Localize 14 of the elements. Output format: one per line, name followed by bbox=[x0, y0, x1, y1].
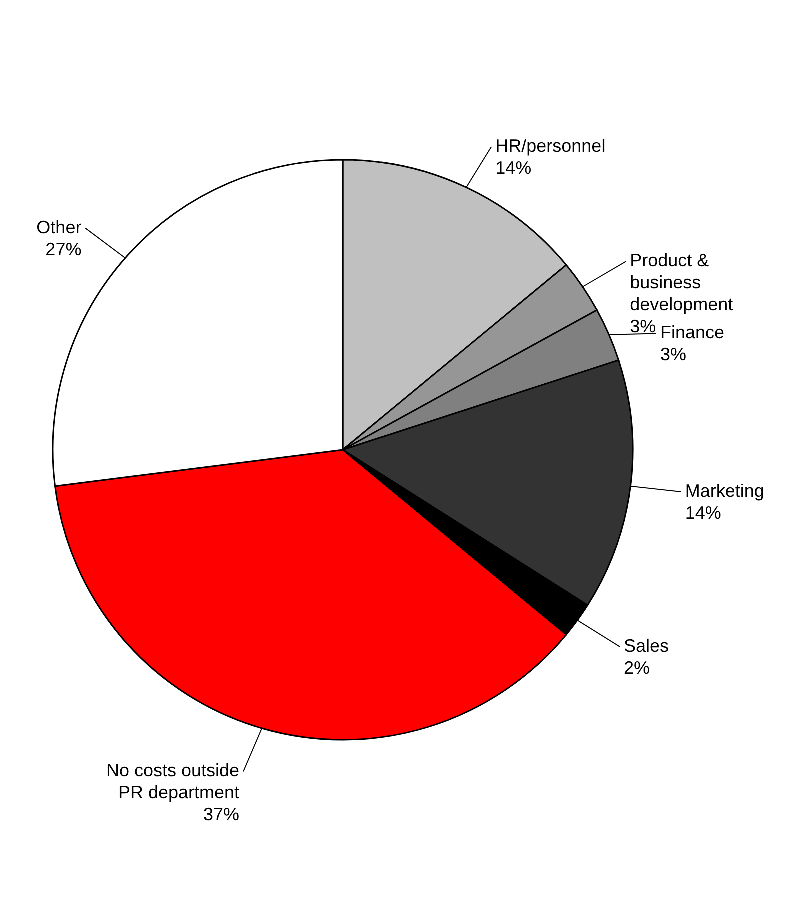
slice-label: Product & business development bbox=[630, 250, 734, 315]
slice-label: Finance bbox=[660, 322, 724, 343]
slice-label: HR/personnel bbox=[496, 136, 606, 156]
data-label: 2% bbox=[624, 658, 650, 678]
slice-label: Sales bbox=[624, 636, 670, 656]
slice-label: Marketing bbox=[685, 480, 764, 501]
data-label: 3% bbox=[660, 344, 686, 365]
data-label: 3% bbox=[630, 316, 656, 337]
data-label: 37% bbox=[204, 804, 240, 825]
slice-label: Other bbox=[36, 217, 82, 238]
data-label: 14% bbox=[496, 158, 532, 178]
slice-label: No costs outside PR department bbox=[106, 760, 240, 803]
data-label: 27% bbox=[46, 239, 82, 260]
data-label: 14% bbox=[685, 502, 722, 523]
